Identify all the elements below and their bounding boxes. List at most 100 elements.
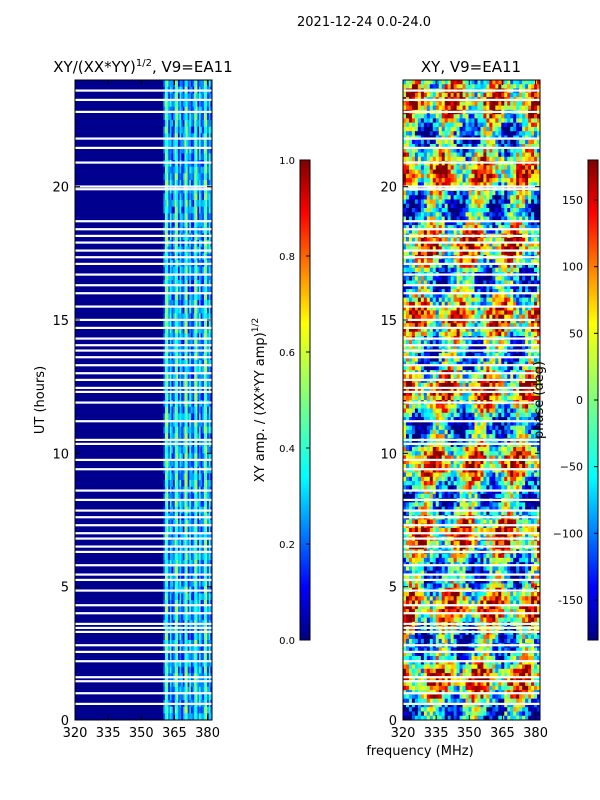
left-heatmap-cell [195, 146, 198, 154]
right-heatmap-cell [405, 169, 410, 175]
left-heatmap-cell [202, 420, 205, 428]
left-heatmap-cell [182, 280, 185, 288]
left-heatmap-cell [182, 680, 185, 688]
left-heatmap-cell [177, 420, 180, 428]
right-heatmap-cell [447, 259, 452, 264]
left-heatmap-cell [181, 373, 184, 381]
left-heatmap-cell [197, 166, 200, 174]
right-heatmap-cell [522, 220, 526, 226]
left-heatmap-cell [163, 133, 166, 141]
left-heatmap-cell [165, 393, 168, 401]
left-heatmap-cell [186, 386, 189, 394]
left-heatmap-cell [186, 280, 189, 288]
right-heatmap-cell [426, 126, 431, 132]
left-heatmap-cell [176, 280, 179, 288]
right-heatmap-cell [531, 203, 535, 209]
right-heatmap-cell [531, 165, 535, 170]
left-heatmap-cell [163, 446, 166, 454]
right-heatmap-cell [528, 229, 532, 234]
left-heatmap-cell [166, 333, 169, 341]
left-heatmap-cell [189, 680, 192, 688]
left-heatmap-cell [166, 100, 169, 108]
left-heatmap-cell [176, 273, 179, 281]
right-heatmap-cell [459, 139, 463, 145]
left-heatmap-cell [168, 606, 171, 614]
left-heatmap-cell [205, 320, 208, 328]
right-heatmap-cell [444, 114, 449, 119]
left-heatmap-cell [169, 133, 172, 141]
right-heatmap-cell [510, 139, 514, 145]
right-heatmap-cell [429, 246, 434, 252]
right-heatmap-cell [447, 165, 452, 170]
right-heatmap-cell [486, 250, 490, 256]
left-heatmap-cell [197, 180, 200, 188]
left-heatmap-cell [189, 646, 192, 654]
left-heatmap-cell [202, 193, 205, 201]
left-heatmap-cell [200, 113, 203, 121]
left-heatmap-cell [194, 433, 197, 441]
left-heatmap-cell [195, 406, 198, 414]
left-heatmap-cell [184, 93, 187, 101]
left-heatmap-cell [208, 80, 211, 88]
left-heatmap-cell [199, 626, 202, 634]
right-heatmap-cell [420, 165, 425, 170]
left-heatmap-cell [189, 193, 192, 201]
left-heatmap-cell [182, 406, 185, 414]
left-heatmap-cell [195, 126, 198, 134]
left-heatmap-cell [168, 713, 171, 720]
left-heatmap-cell [195, 180, 198, 188]
left-heatmap-cell [184, 626, 187, 634]
right-heatmap-cell [525, 152, 529, 158]
right-heatmap-cell [459, 229, 463, 234]
right-heatmap-cell [525, 80, 529, 85]
right-heatmap-cell [468, 131, 472, 136]
left-heatmap-cell [186, 120, 189, 128]
left-heatmap-cell [195, 580, 198, 588]
right-heatmap-cell [519, 195, 523, 200]
right-heatmap-cell [462, 92, 466, 98]
left-heatmap-cell [176, 306, 179, 314]
right-heatmap-cell [474, 216, 478, 222]
left-heatmap-cell [181, 480, 184, 488]
right-heatmap-cell [403, 122, 407, 128]
left-heatmap-cell [189, 540, 192, 548]
left-heatmap-cell [177, 106, 180, 114]
left-heatmap-cell [207, 340, 210, 348]
right-heatmap-cell [513, 144, 517, 149]
left-heatmap-cell [181, 593, 184, 601]
left-heatmap-cell [165, 173, 168, 181]
right-heatmap-cell [507, 250, 511, 256]
left-heatmap-cell [182, 166, 185, 174]
left-heatmap-cell [187, 93, 190, 101]
right-heatmap-cell [426, 220, 431, 226]
right-heatmap-cell [465, 105, 469, 111]
left-heatmap-cell [169, 593, 172, 601]
left-heatmap-cell [173, 366, 176, 374]
left-heatmap-cell [210, 646, 212, 654]
right-heatmap-cell [480, 199, 484, 205]
right-heatmap-cell [510, 195, 514, 200]
left-heatmap-cell [199, 360, 202, 368]
left-heatmap-cell [179, 106, 182, 114]
right-heatmap-cell [456, 131, 460, 136]
right-heatmap-cell [417, 165, 422, 170]
left-heatmap-cell [163, 386, 166, 394]
left-heatmap-cell [186, 713, 189, 720]
left-heatmap-cell [176, 713, 179, 720]
left-heatmap-cell [203, 580, 206, 588]
left-heatmap-cell [163, 693, 166, 701]
left-heatmap-cell [184, 426, 187, 434]
left-heatmap-cell [208, 153, 211, 161]
right-heatmap-cell [498, 203, 502, 209]
right-heatmap-cell [465, 212, 469, 217]
left-heatmap-cell [189, 413, 192, 421]
left-heatmap-cell [199, 453, 202, 461]
right-heatmap-cell [403, 92, 407, 98]
left-heatmap-cell [179, 553, 182, 561]
left-heatmap-cell [202, 373, 205, 381]
left-heatmap-cell [202, 693, 205, 701]
right-heatmap-cell [525, 190, 529, 196]
right-heatmap-cell [444, 152, 449, 158]
right-heatmap-cell [462, 165, 466, 170]
right-heatmap-cell [519, 178, 523, 183]
